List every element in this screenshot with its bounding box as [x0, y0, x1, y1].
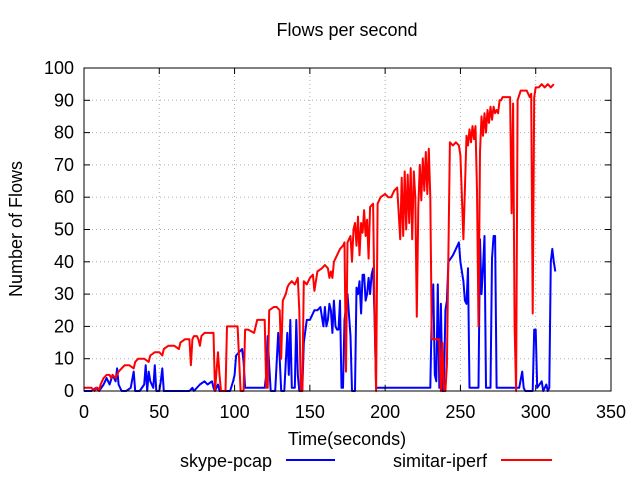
axis-ticks: 0 10 20 30 40 50 60 70 80 90 100 0 50 100 150 200 250 300…	[44, 58, 626, 422]
series-line-skype-pcap	[84, 235, 557, 392]
y-tick-label: 10	[54, 349, 74, 369]
y-tick-label: 0	[64, 381, 74, 401]
y-tick-label: 40	[54, 252, 74, 272]
x-axis-label: Time(seconds)	[288, 429, 406, 449]
x-tick-label: 150	[295, 402, 325, 422]
y-tick-label: 80	[54, 123, 74, 143]
x-tick-label: 50	[149, 402, 169, 422]
legend: skype-pcap simitar-iperf	[180, 451, 552, 471]
x-tick-label: 0	[79, 402, 89, 422]
x-tick-label: 300	[521, 402, 551, 422]
x-tick-label: 200	[370, 402, 400, 422]
chart-title: Flows per second	[276, 20, 417, 40]
y-axis-label: Number of Flows	[6, 161, 26, 297]
series-layer	[84, 83, 557, 392]
y-tick-label: 20	[54, 316, 74, 336]
x-tick-label: 350	[596, 402, 626, 422]
y-tick-label: 100	[44, 58, 74, 78]
y-tick-label: 70	[54, 155, 74, 175]
y-tick-label: 60	[54, 187, 74, 207]
y-tick-label: 30	[54, 284, 74, 304]
y-tick-label: 50	[54, 220, 74, 240]
x-tick-label: 250	[445, 402, 475, 422]
legend-label: simitar-iperf	[393, 451, 488, 471]
x-tick-label: 100	[220, 402, 250, 422]
y-tick-label: 90	[54, 90, 74, 110]
legend-label: skype-pcap	[180, 451, 272, 471]
series-line-simitar-iperf	[84, 83, 555, 392]
